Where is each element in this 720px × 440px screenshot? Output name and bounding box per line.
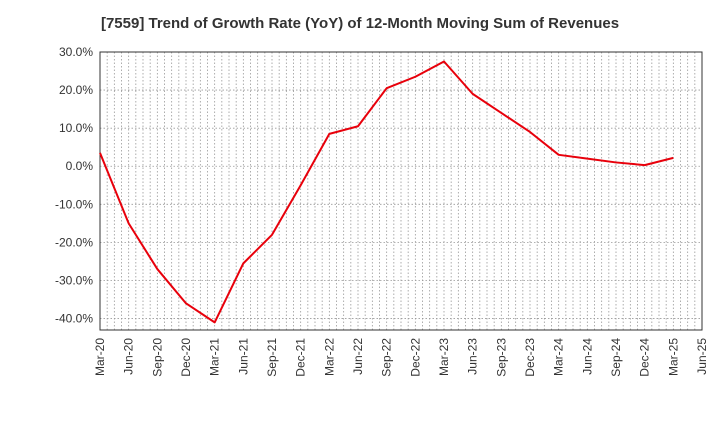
plot-area-frame	[99, 51, 703, 331]
x-tick-label: Sep-20	[150, 338, 164, 377]
y-tick-label: -10.0%	[55, 197, 93, 211]
x-tick-label: Jun-23	[466, 338, 480, 375]
y-tick-label: 30.0%	[59, 45, 93, 59]
y-tick-label: -30.0%	[55, 273, 93, 287]
x-tick-label: Jun-21	[236, 338, 250, 375]
series-line	[99, 60, 674, 324]
x-tick-label: Dec-21	[294, 338, 308, 377]
x-tick-label: Dec-22	[408, 338, 422, 377]
y-tick-label: -20.0%	[55, 235, 93, 249]
x-tick-label: Sep-23	[494, 338, 508, 377]
x-axis-tick-labels: Mar-20 Jun-20 Sep-20 Dec-20 Mar-21 Jun-21 Sep-…	[93, 338, 709, 377]
y-tick-label: -40.0%	[55, 312, 93, 326]
chart-title: [7559] Trend of Growth Rate (YoY) of 12-…	[100, 15, 620, 32]
x-tick-label: Jun-20	[122, 338, 136, 375]
x-tick-label: Jun-24	[580, 338, 594, 375]
x-tick-label: Jun-25	[695, 338, 709, 375]
y-tick-label: 0.0%	[66, 159, 94, 173]
series-lines	[99, 60, 674, 324]
x-tick-label: Sep-21	[265, 338, 279, 377]
x-tick-label: Mar-20	[93, 338, 107, 376]
y-tick-label: 10.0%	[59, 121, 93, 135]
x-tick-label: Jun-22	[351, 338, 365, 375]
y-tick-label: 20.0%	[59, 83, 93, 97]
y-axis-tick-labels: 30.0% 20.0% 10.0% 0.0% -10.0% -20.0% -30.0% -40…	[55, 45, 93, 326]
x-tick-label: Sep-24	[609, 338, 623, 377]
x-tick-label: Dec-23	[523, 338, 537, 377]
x-tick-label: Sep-22	[380, 338, 394, 377]
x-tick-label: Dec-20	[179, 338, 193, 377]
grid-lines	[99, 51, 703, 330]
x-tick-label: Mar-25	[666, 338, 680, 376]
x-tick-label: Mar-22	[322, 338, 336, 376]
x-tick-label: Mar-23	[437, 338, 451, 376]
x-tick-label: Mar-24	[552, 338, 566, 376]
x-tick-label: Mar-21	[208, 338, 222, 376]
x-tick-label: Dec-24	[638, 338, 652, 377]
